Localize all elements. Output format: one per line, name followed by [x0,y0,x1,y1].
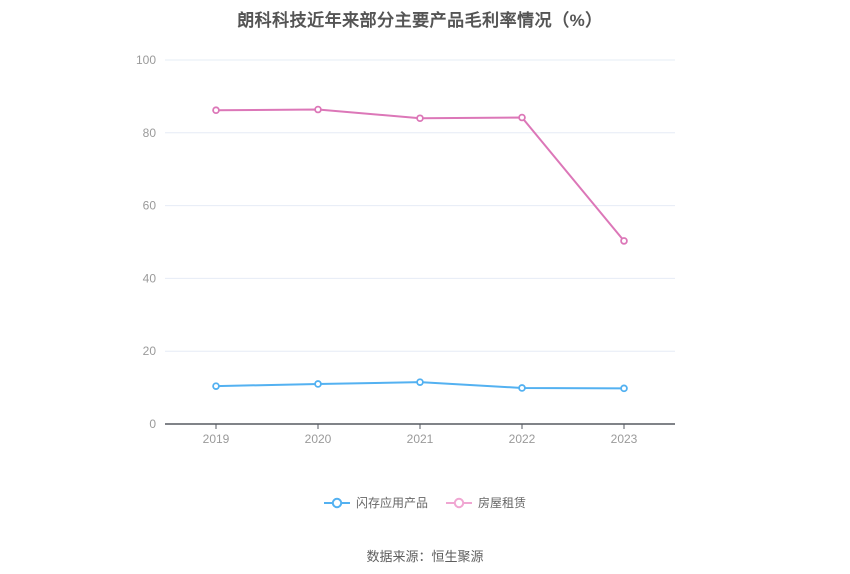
svg-text:2020: 2020 [305,432,332,446]
data-point[interactable] [212,382,220,390]
svg-text:20: 20 [143,344,157,358]
svg-text:60: 60 [143,199,157,213]
data-source-label: 数据来源：恒生聚源 [366,549,484,564]
line-series-marker-icon [323,497,350,508]
legend-item-flash-products[interactable]: 闪存应用产品 [323,494,428,511]
x-axis [165,423,675,429]
data-point[interactable] [416,114,424,123]
data-point[interactable] [314,105,322,114]
svg-text:2021: 2021 [407,432,434,446]
svg-text:0: 0 [149,417,156,431]
legend-item-house-rental[interactable]: 房屋租赁 [446,494,526,511]
data-point[interactable] [416,378,424,386]
chart-title: 朗科科技近年来部分主要产品毛利率情况（%） [237,11,603,30]
y-axis-tick-labels: 0 20 40 60 80 100 [136,53,156,431]
svg-text:2022: 2022 [509,432,536,446]
chart-legend: 闪存应用产品 房屋租赁 [0,494,850,511]
svg-text:100: 100 [136,53,156,67]
line-chart-plot: 0 20 40 60 80 100 2019 2020 2021 2022 2023 [136,53,675,446]
svg-text:2019: 2019 [203,432,230,446]
gridlines [165,59,675,352]
svg-text:40: 40 [143,271,157,285]
data-point[interactable] [314,380,322,388]
data-point[interactable] [518,113,526,122]
svg-text:80: 80 [143,126,157,140]
series-0 [212,378,628,393]
data-point[interactable] [212,106,220,115]
legend-label: 房屋租赁 [478,496,527,510]
series-1 [212,105,628,245]
data-point[interactable] [620,384,628,393]
data-point[interactable] [518,384,526,392]
line-series-marker-icon [446,497,472,508]
svg-text:2023: 2023 [611,432,638,446]
x-axis-tick-labels: 2019 2020 2021 2022 2023 [203,432,638,446]
legend-label: 闪存应用产品 [355,496,428,510]
data-point[interactable] [620,237,628,245]
